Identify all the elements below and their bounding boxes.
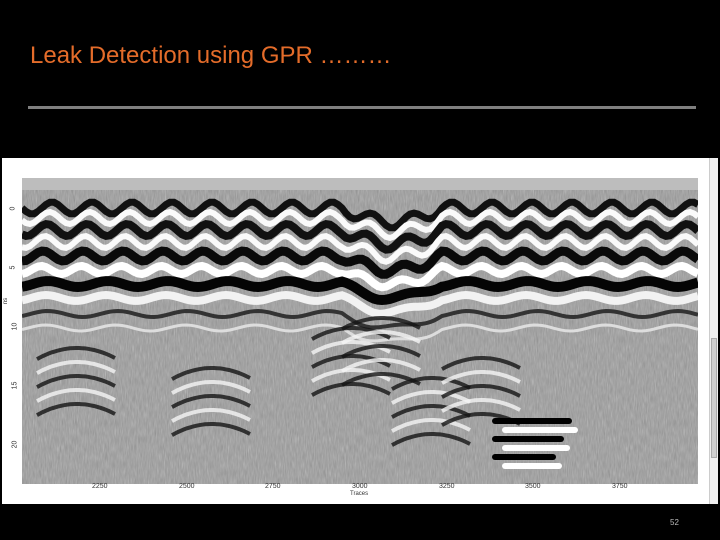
x-tick-label: 2500 [179, 483, 195, 490]
diffraction-hyperbola [341, 358, 421, 373]
diffraction-hyperbola [171, 422, 251, 437]
leak-anomaly-reflection [492, 454, 556, 460]
reflection-band [22, 219, 698, 254]
reflection-band [22, 246, 698, 279]
diffraction-hyperbola [391, 376, 471, 391]
leak-anomaly-reflection [502, 463, 562, 469]
diffraction-hyperbola [36, 402, 116, 417]
reflection-band [22, 208, 698, 242]
leak-anomaly-reflection [492, 418, 572, 424]
reflection-band [22, 323, 698, 343]
diffraction-hyperbola [341, 316, 421, 331]
diffraction-hyperbola [171, 408, 251, 423]
y-tick-label: 0 [9, 206, 17, 211]
reflection-band [22, 198, 698, 232]
diffraction-hyperbola [441, 398, 521, 413]
x-tick-label: 3500 [525, 483, 541, 490]
reflection-band [22, 308, 698, 330]
slide-title: Leak Detection using GPR ……… [30, 42, 392, 69]
page-number: 52 [670, 518, 679, 527]
diffraction-hyperbola [341, 330, 421, 345]
diffraction-hyperbola [36, 374, 116, 389]
gpr-radargram-figure: ns 0 5 10 15 20 2250 2500 2750 3000 3250… [2, 158, 718, 504]
leak-anomaly-reflection [502, 445, 570, 451]
reflection-band [22, 233, 698, 265]
reflection-band [22, 276, 698, 306]
diffraction-hyperbola [391, 390, 471, 405]
y-tick-label: 5 [9, 265, 17, 270]
x-tick-label: 3250 [439, 483, 455, 490]
scrollbar-thumb[interactable] [711, 338, 717, 458]
vertical-scrollbar[interactable] [709, 158, 718, 504]
leak-anomaly-reflection [492, 436, 564, 442]
diffraction-hyperbola [36, 346, 116, 361]
diffraction-hyperbola [36, 388, 116, 403]
x-tick-label: 3000 [352, 483, 368, 490]
x-tick-label: 2750 [265, 483, 281, 490]
diffraction-hyperbola [391, 404, 471, 419]
diffraction-hyperbola [171, 380, 251, 395]
diffraction-hyperbola [391, 418, 471, 433]
diffraction-hyperbola [441, 384, 521, 399]
title-divider [28, 106, 696, 109]
diffraction-hyperbola [341, 344, 421, 359]
diffraction-hyperbola [341, 372, 421, 387]
y-axis-label: ns [3, 297, 10, 305]
y-tick-label: 20 [11, 440, 19, 449]
reflection-band [22, 290, 698, 318]
diffraction-hyperbola [441, 370, 521, 385]
diffraction-hyperbola [171, 366, 251, 381]
x-tick-label: 2250 [92, 483, 108, 490]
diffraction-hyperbola [391, 432, 471, 447]
leak-anomaly-reflection [502, 427, 578, 433]
y-tick-label: 10 [11, 322, 19, 331]
reflection-band [22, 261, 698, 292]
diffraction-hyperbola [171, 394, 251, 409]
y-tick-label: 15 [11, 381, 19, 390]
gpr-radargram-image [22, 178, 698, 484]
x-tick-label: 3750 [612, 483, 628, 490]
diffraction-hyperbola [311, 382, 391, 397]
diffraction-hyperbola [441, 356, 521, 371]
x-axis-label: Traces [350, 491, 369, 497]
diffraction-hyperbola [36, 360, 116, 375]
